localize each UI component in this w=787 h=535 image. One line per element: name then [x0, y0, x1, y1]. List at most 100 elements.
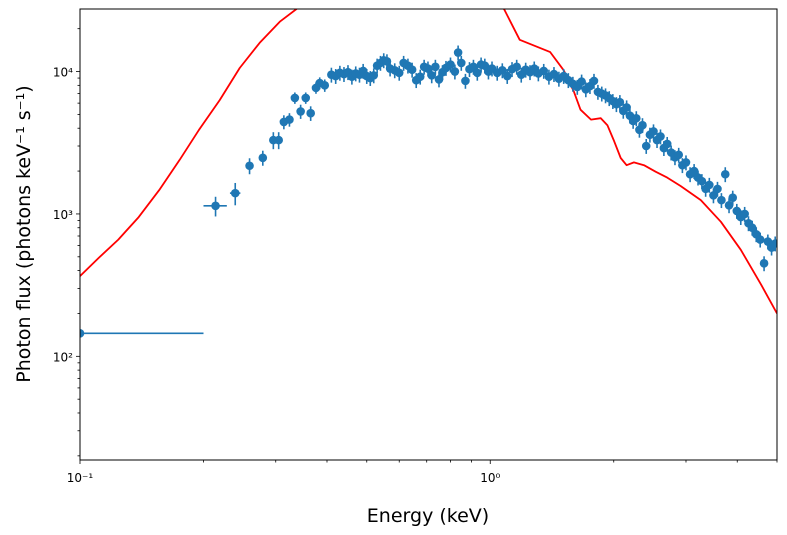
data-point: [446, 57, 455, 73]
data-point: [759, 256, 769, 272]
data-point: [724, 198, 734, 214]
x-tick-label: 10⁻¹: [67, 471, 94, 485]
x-axis-label: Energy (keV): [367, 505, 489, 527]
x-tick-label: 10⁰: [480, 471, 500, 485]
data-point: [434, 72, 444, 88]
data-point: [320, 79, 330, 92]
data-marker: [720, 169, 730, 179]
data-point: [577, 74, 586, 90]
data-point: [615, 95, 625, 111]
data-point: [632, 111, 641, 127]
data-marker: [434, 75, 444, 84]
data-marker: [285, 115, 294, 124]
data-marker: [577, 77, 586, 86]
data-point: [770, 236, 777, 252]
data-point: [296, 104, 305, 119]
data-point: [431, 59, 440, 75]
data-marker: [512, 62, 521, 72]
data-marker: [230, 188, 240, 198]
data-point: [245, 158, 254, 175]
y-tick-label: 10³: [53, 208, 73, 222]
data-point: [473, 65, 482, 81]
data-marker: [423, 64, 433, 73]
data-point: [512, 59, 521, 75]
data-point: [456, 55, 466, 71]
data-marker: [258, 153, 268, 163]
data-point: [498, 63, 507, 79]
y-axis-label: Photon flux (photons keV⁻¹ s⁻¹): [13, 85, 35, 382]
data-marker: [681, 158, 691, 167]
data-marker: [724, 200, 734, 210]
data-point: [740, 206, 749, 222]
data-marker: [473, 68, 482, 78]
data-marker: [589, 76, 599, 86]
data-marker: [709, 191, 718, 200]
data-marker: [498, 66, 507, 75]
data-marker: [641, 141, 651, 151]
data-marker: [320, 81, 330, 90]
data-point: [717, 193, 726, 209]
plot-frame: [79, 8, 778, 461]
data-marker: [615, 97, 625, 107]
data-marker: [274, 135, 283, 145]
data-marker: [301, 93, 311, 103]
data-marker: [539, 66, 549, 76]
data-point: [649, 124, 658, 140]
data-marker: [632, 113, 641, 123]
data-marker: [740, 209, 749, 219]
data-marker: [306, 108, 315, 118]
data-point: [274, 132, 283, 150]
data-point: [638, 118, 647, 134]
data-marker: [453, 48, 463, 57]
data-marker: [770, 239, 777, 248]
data-point: [674, 147, 684, 163]
y-tick-label: 10²: [53, 350, 73, 364]
data-marker: [461, 76, 470, 86]
data-point: [539, 63, 549, 79]
data-marker: [697, 176, 707, 186]
data-point: [285, 113, 294, 127]
data-point: [697, 174, 707, 190]
data-point: [427, 68, 437, 84]
data-point: [705, 177, 714, 193]
data-marker: [456, 58, 466, 68]
data-marker: [296, 107, 305, 116]
data-point: [502, 69, 512, 84]
data-marker: [290, 93, 300, 103]
data-marker: [446, 60, 455, 69]
data-marker: [755, 235, 765, 244]
data-marker: [638, 120, 647, 130]
data-marker: [713, 184, 722, 194]
data-marker: [656, 132, 665, 141]
data-marker: [674, 150, 684, 160]
data-point: [681, 155, 691, 171]
model-curve-layer: [80, 9, 777, 314]
data-point: [656, 129, 665, 145]
data-point: [301, 92, 311, 104]
data-point: [755, 232, 765, 248]
data-point: [369, 68, 379, 84]
data-point: [709, 188, 718, 204]
data-marker: [450, 67, 460, 76]
data-marker: [502, 71, 512, 81]
data-marker: [759, 259, 769, 268]
data-point: [622, 100, 631, 116]
data-point: [415, 69, 425, 85]
data-marker: [662, 139, 672, 149]
data-point: [290, 92, 300, 104]
data-marker: [732, 206, 742, 216]
data-point: [80, 329, 204, 338]
data-point: [589, 73, 599, 89]
data-marker: [622, 103, 631, 112]
data-marker: [415, 72, 425, 82]
y-tick-label: 10⁴: [53, 66, 73, 80]
data-point: [229, 182, 241, 206]
data-point: [461, 73, 470, 89]
data-marker: [427, 71, 437, 80]
data-point: [713, 181, 722, 197]
data-point: [394, 65, 404, 81]
data-marker: [394, 68, 404, 78]
model-curve: [80, 9, 777, 314]
data-marker: [728, 193, 738, 203]
